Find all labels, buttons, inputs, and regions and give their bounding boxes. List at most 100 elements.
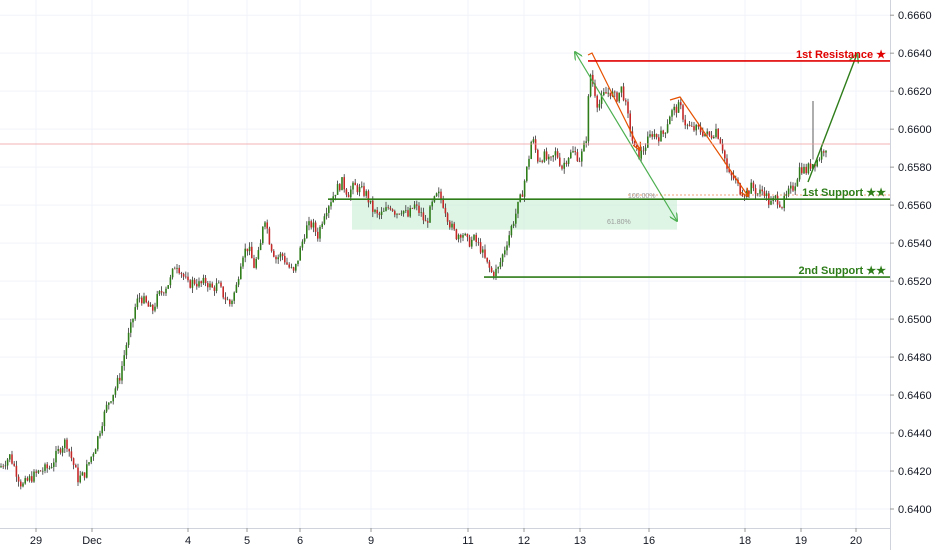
candle-body [743,196,746,197]
candle-body [759,189,761,194]
candle-body [770,200,772,205]
candle-body [807,163,810,174]
candle-body [334,194,337,197]
candle-body [396,213,398,215]
candle-body [145,296,147,303]
candle-body [541,160,543,162]
candle-body [367,191,370,203]
candle-body [198,281,200,287]
annotations: 100.00% 61.80% [575,52,890,226]
candle-body [191,279,194,288]
candle-body [17,476,20,482]
candle-body [165,288,167,294]
candle-body [2,466,4,467]
candle-body [717,128,719,139]
candle-body [651,134,653,137]
candle-body [427,221,429,223]
candle-body [497,267,499,269]
candle-body [574,151,576,153]
x-tick-label: 12 [518,535,530,547]
candle-body [369,200,372,203]
candle-body [308,221,310,226]
candle-body [473,234,475,240]
candle-body [35,471,37,473]
level-label: 1st Resistance ★ [796,49,886,61]
candle-body [550,156,552,158]
candle-body [277,257,279,260]
candle-body [424,220,427,222]
candle-body [114,388,117,395]
candle-body [57,449,59,451]
candle-body [534,139,537,150]
x-tick-label: 9 [368,535,374,547]
candle-body [9,454,11,460]
candle-body [222,286,224,298]
candle-body [341,177,343,191]
candle-body [713,136,715,139]
candle-body [196,283,198,287]
candle-body [704,133,706,137]
candle-body [119,377,121,381]
fib-618-label: 61.80% [607,219,631,226]
candle-body [147,302,150,307]
candle-body [0,466,2,468]
candle-body [125,345,128,356]
candle-body [666,124,669,133]
candle-body [321,223,323,227]
x-axis[interactable]: 29 Dec 4 5 6 9 11 12 13 16 18 19 20 [0,528,890,547]
candle-body [383,210,385,212]
candle-body [495,268,497,277]
candle-body [787,188,790,195]
candle-body [688,124,691,126]
candle-body [605,92,607,94]
candle-body [290,267,293,268]
candle-body [257,250,260,259]
candle-body [81,472,84,476]
candle-body [823,151,825,153]
candle-body [211,283,213,288]
candle-body [603,92,605,95]
candle-body [345,189,348,195]
candle-body [253,258,255,268]
candle-body [288,264,290,268]
candle-body [757,193,759,195]
candle-body [706,131,708,134]
candle-body [101,426,103,434]
candle-body [365,191,367,196]
candle-body [442,199,444,208]
candle-body [220,282,222,287]
candle-body [457,234,460,240]
candle-body [779,204,781,208]
candle-body [127,332,130,346]
candle-body [570,152,572,158]
candle-body [202,277,205,284]
candle-body [409,208,411,217]
candle-body [451,223,453,228]
candle-body [449,221,451,228]
candle-body [532,139,535,143]
candle-body [816,159,818,167]
candle-body [548,156,550,160]
candle-body [244,248,246,258]
candle-body [402,210,405,214]
candle-body [189,280,191,288]
candle-body [182,273,185,277]
candle-body [169,277,172,286]
candle-body [618,92,620,102]
x-tick-label: 18 [739,535,751,547]
candle-body [187,276,189,281]
candle-body [380,211,383,215]
candle-body [750,182,752,194]
candle-body [561,165,563,169]
x-tick-label: 11 [462,535,473,547]
candle-body [226,299,229,301]
candle-body [394,211,396,215]
candle-body [387,207,389,208]
candle-body [715,128,717,137]
candle-body [358,186,361,193]
